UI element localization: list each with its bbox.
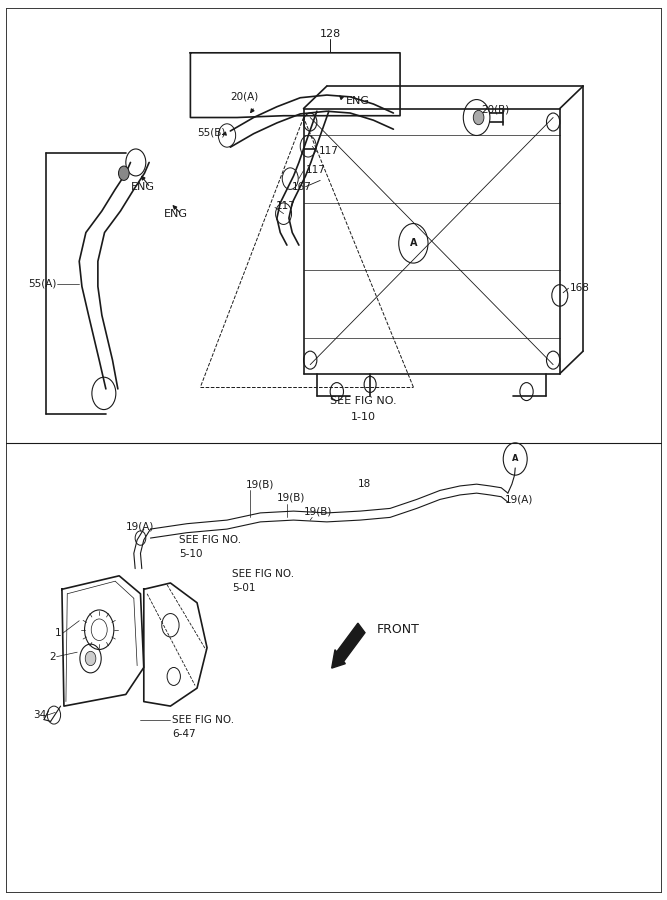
FancyArrow shape	[331, 623, 365, 668]
Text: 167: 167	[291, 182, 311, 192]
Text: A: A	[410, 238, 417, 248]
Text: A: A	[512, 454, 518, 464]
Text: 1: 1	[55, 628, 62, 638]
Text: 19(B): 19(B)	[277, 492, 305, 502]
Text: 2: 2	[49, 652, 56, 662]
Text: 5-10: 5-10	[179, 549, 203, 559]
Circle shape	[85, 652, 96, 666]
Text: 18: 18	[358, 479, 372, 489]
Text: SEE FIG NO.: SEE FIG NO.	[330, 397, 397, 407]
Text: 1-10: 1-10	[351, 412, 376, 422]
Circle shape	[474, 111, 484, 125]
Text: SEE FIG NO.: SEE FIG NO.	[179, 535, 241, 544]
Text: 117: 117	[319, 146, 339, 156]
Text: 6-47: 6-47	[173, 729, 196, 739]
Text: 55(A): 55(A)	[29, 279, 57, 289]
Text: 20(B): 20(B)	[482, 104, 510, 114]
Text: 19(A): 19(A)	[126, 521, 154, 531]
Text: 19(B): 19(B)	[245, 479, 274, 489]
Text: FRONT: FRONT	[377, 623, 420, 636]
Text: ENG: ENG	[346, 96, 370, 106]
Text: SEE FIG NO.: SEE FIG NO.	[232, 569, 294, 579]
Text: 19(B): 19(B)	[303, 506, 332, 516]
Text: 117: 117	[305, 165, 325, 175]
Text: 34: 34	[33, 710, 46, 720]
Text: 19(A): 19(A)	[505, 494, 534, 504]
Text: 168: 168	[570, 284, 590, 293]
Text: 117: 117	[275, 202, 295, 211]
Text: ENG: ENG	[164, 209, 188, 219]
Text: 55(B): 55(B)	[197, 128, 225, 138]
Text: 20(A): 20(A)	[230, 92, 259, 102]
Text: SEE FIG NO.: SEE FIG NO.	[173, 715, 235, 724]
Text: ENG: ENG	[131, 182, 155, 192]
Text: 5-01: 5-01	[232, 583, 256, 593]
Circle shape	[119, 166, 129, 180]
Text: 128: 128	[319, 29, 341, 39]
